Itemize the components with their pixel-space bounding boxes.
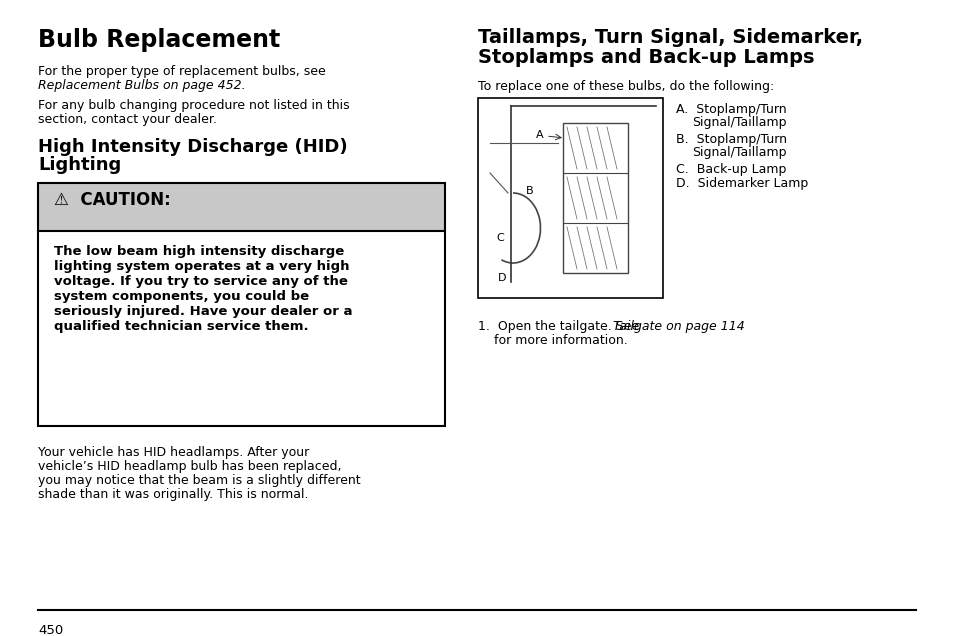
Text: Signal/Taillamp: Signal/Taillamp (691, 116, 785, 129)
Text: for more information.: for more information. (494, 334, 627, 347)
Text: B.  Stoplamp/Turn: B. Stoplamp/Turn (676, 133, 786, 146)
Text: A: A (536, 130, 543, 140)
Text: Lighting: Lighting (38, 156, 121, 174)
Text: ⚠  CAUTION:: ⚠ CAUTION: (54, 191, 171, 209)
Text: D: D (497, 273, 506, 283)
Text: voltage. If you try to service any of the: voltage. If you try to service any of th… (54, 275, 348, 288)
Text: For the proper type of replacement bulbs, see: For the proper type of replacement bulbs… (38, 65, 325, 78)
Text: Replacement Bulbs on page 452.: Replacement Bulbs on page 452. (38, 79, 245, 92)
Text: 450: 450 (38, 624, 63, 636)
Text: seriously injured. Have your dealer or a: seriously injured. Have your dealer or a (54, 305, 352, 318)
Text: Taillamps, Turn Signal, Sidemarker,: Taillamps, Turn Signal, Sidemarker, (477, 28, 862, 47)
FancyBboxPatch shape (477, 98, 662, 298)
Text: vehicle’s HID headlamp bulb has been replaced,: vehicle’s HID headlamp bulb has been rep… (38, 460, 341, 473)
Text: section, contact your dealer.: section, contact your dealer. (38, 113, 216, 126)
Text: Tailgate on page 114: Tailgate on page 114 (613, 320, 744, 333)
Text: qualified technician service them.: qualified technician service them. (54, 320, 309, 333)
Text: For any bulb changing procedure not listed in this: For any bulb changing procedure not list… (38, 99, 349, 112)
Text: system components, you could be: system components, you could be (54, 290, 309, 303)
Text: Bulb Replacement: Bulb Replacement (38, 28, 280, 52)
Text: C.  Back-up Lamp: C. Back-up Lamp (676, 163, 785, 176)
Text: Stoplamps and Back-up Lamps: Stoplamps and Back-up Lamps (477, 48, 814, 67)
Text: High Intensity Discharge (HID): High Intensity Discharge (HID) (38, 138, 347, 156)
Text: 1.  Open the tailgate. See: 1. Open the tailgate. See (477, 320, 642, 333)
Text: A.  Stoplamp/Turn: A. Stoplamp/Turn (676, 103, 786, 116)
Text: B: B (526, 186, 534, 196)
Text: lighting system operates at a very high: lighting system operates at a very high (54, 260, 349, 273)
Text: The low beam high intensity discharge: The low beam high intensity discharge (54, 245, 344, 258)
Text: D.  Sidemarker Lamp: D. Sidemarker Lamp (676, 177, 807, 190)
Text: Your vehicle has HID headlamps. After your: Your vehicle has HID headlamps. After yo… (38, 446, 309, 459)
Text: you may notice that the beam is a slightly different: you may notice that the beam is a slight… (38, 474, 360, 487)
Text: Signal/Taillamp: Signal/Taillamp (691, 146, 785, 159)
Text: To replace one of these bulbs, do the following:: To replace one of these bulbs, do the fo… (477, 80, 774, 93)
Text: C: C (496, 233, 503, 243)
FancyBboxPatch shape (38, 183, 444, 231)
Text: shade than it was originally. This is normal.: shade than it was originally. This is no… (38, 488, 308, 501)
